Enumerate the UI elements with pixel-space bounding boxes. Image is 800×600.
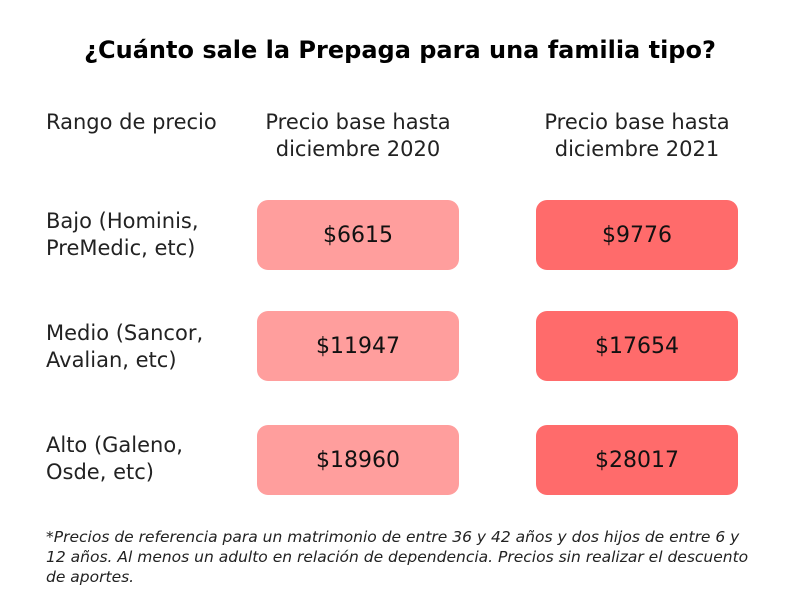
row-label-medium: Medio (Sancor, Avalian, etc) bbox=[46, 321, 204, 372]
row-label-high: Alto (Galeno, Osde, etc) bbox=[46, 433, 183, 484]
price-2020-high: $18960 bbox=[257, 425, 459, 495]
page-title: ¿Cuánto sale la Prepaga para una familia… bbox=[84, 36, 716, 64]
price-2021-medium: $17654 bbox=[536, 311, 738, 381]
header-price-range: Rango de precio bbox=[46, 110, 217, 134]
footnote: *Precios de referencia para un matrimoni… bbox=[46, 528, 749, 586]
price-2021-low: $9776 bbox=[536, 200, 738, 270]
price-2021-high: $28017 bbox=[536, 425, 738, 495]
row-label-low: Bajo (Hominis, PreMedic, etc) bbox=[46, 209, 199, 260]
header-base-price-2020: Precio base hasta diciembre 2020 bbox=[265, 110, 451, 161]
price-2020-low: $6615 bbox=[257, 200, 459, 270]
price-2020-medium: $11947 bbox=[257, 311, 459, 381]
header-base-price-2021: Precio base hasta diciembre 2021 bbox=[544, 110, 730, 161]
